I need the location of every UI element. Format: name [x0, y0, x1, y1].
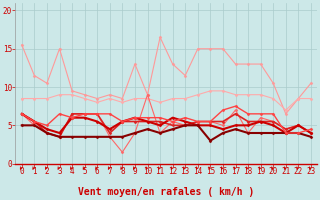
X-axis label: Vent moyen/en rafales ( km/h ): Vent moyen/en rafales ( km/h )	[78, 187, 254, 197]
